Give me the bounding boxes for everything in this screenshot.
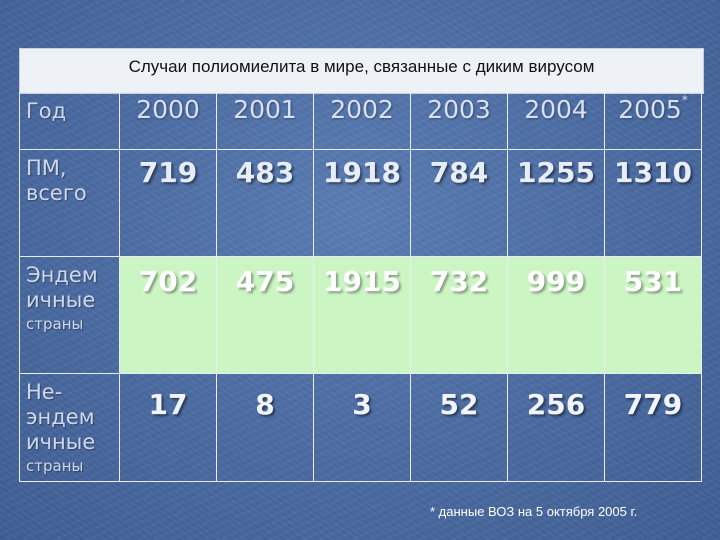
cell-endemic-2002: 1915 xyxy=(313,256,411,374)
cell-total-2000: 719 xyxy=(119,149,217,257)
table-row-non-endemic: Не-эндем ичные страны 17 8 3 52 256 779 xyxy=(19,373,702,482)
row-label-non-endemic-text: Не-эндем ичные xyxy=(26,380,96,454)
table-title: Случаи полиомиелита в мире, связанные с … xyxy=(128,57,595,76)
year-2004: 2004 xyxy=(507,92,605,150)
cell-endemic-2005: 531 xyxy=(604,256,702,374)
cell-total-2003: 784 xyxy=(410,149,508,257)
cell-total-2005: 1310 xyxy=(604,149,702,257)
cell-endemic-2001: 475 xyxy=(216,256,314,374)
cell-non-endemic-2000: 17 xyxy=(119,373,217,482)
cell-non-endemic-2005: 779 xyxy=(604,373,702,482)
row-label-endemic-small: страны xyxy=(26,315,84,333)
table-title-box: Случаи полиомиелита в мире, связанные с … xyxy=(19,48,704,94)
table-row-endemic: Эндем ичные страны 702 475 1915 732 999 … xyxy=(19,256,702,374)
table-row-total: ПМ, всего 719 483 1918 784 1255 1310 xyxy=(19,149,702,257)
cell-total-2002: 1918 xyxy=(313,149,411,257)
year-2001: 2001 xyxy=(216,92,314,150)
year-label: Год xyxy=(19,92,120,150)
cell-total-2001: 483 xyxy=(216,149,314,257)
cell-endemic-2004: 999 xyxy=(507,256,605,374)
footnote: * данные ВОЗ на 5 октября 2005 г. xyxy=(430,504,638,519)
cell-non-endemic-2002: 3 xyxy=(313,373,411,482)
cell-endemic-2000: 702 xyxy=(119,256,217,374)
row-label-endemic: Эндем ичные страны xyxy=(19,256,120,374)
year-2005-footnote-marker: * xyxy=(681,93,688,107)
cell-non-endemic-2003: 52 xyxy=(410,373,508,482)
year-2000: 2000 xyxy=(119,92,217,150)
cell-total-2004: 1255 xyxy=(507,149,605,257)
row-label-total-text: ПМ, всего xyxy=(26,156,87,205)
row-label-non-endemic: Не-эндем ичные страны xyxy=(19,373,120,482)
header-row: Год 2000 2001 2002 2003 2004 2005* xyxy=(19,92,702,150)
row-label-non-endemic-small: страны xyxy=(26,457,84,475)
year-2005: 2005* xyxy=(604,92,702,150)
cell-non-endemic-2004: 256 xyxy=(507,373,605,482)
year-2003: 2003 xyxy=(410,92,508,150)
year-2005-text: 2005 xyxy=(618,95,682,124)
row-label-endemic-text: Эндем ичные xyxy=(26,263,98,312)
row-label-total: ПМ, всего xyxy=(19,149,120,257)
cell-endemic-2003: 732 xyxy=(410,256,508,374)
year-2002: 2002 xyxy=(313,92,411,150)
cell-non-endemic-2001: 8 xyxy=(216,373,314,482)
polio-cases-table: Год 2000 2001 2002 2003 2004 2005* ПМ, в… xyxy=(19,92,702,482)
